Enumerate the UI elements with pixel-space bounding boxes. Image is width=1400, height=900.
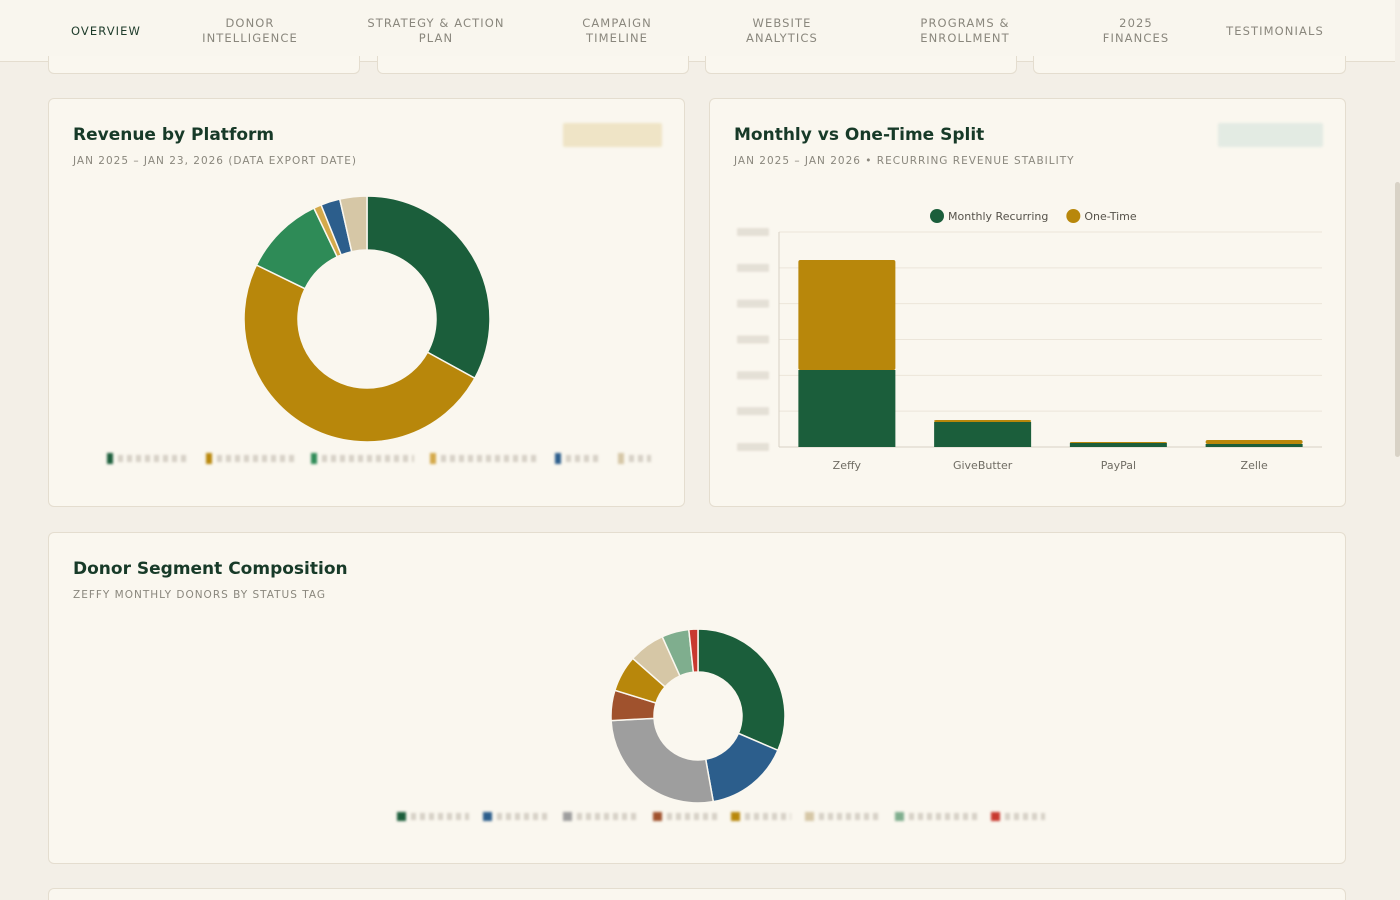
card-title: Monthly vs One-Time Split [734,125,985,145]
y-tick-label [737,371,769,380]
total-badge [563,123,662,147]
legend-item [618,453,651,464]
revenue-slice-0[interactable] [366,195,491,380]
card-subtitle: JAN 2025 – JAN 23, 2026 (DATA EXPORT DAT… [73,155,357,167]
legend-item [653,812,717,821]
revenue-slice-1[interactable] [243,263,476,443]
legend-item [555,453,602,464]
split-bar-chart: Zeffy GiveButter PayPal Zelle Monthly Recurr… [737,209,1322,472]
card-stub [48,56,360,74]
legend-item [731,812,791,821]
legend-swatch [930,209,944,223]
x-tick-label: GiveButter [953,459,1013,472]
y-tick-label [737,335,769,344]
legend-item [430,453,539,464]
y-tick-label [737,263,769,272]
tab-bar: OVERVIEW DONOR INTELLIGENCE STRATEGY & A… [0,0,1395,62]
card-subtitle: ZEFFY MONTHLY DONORS BY STATUS TAG [73,589,326,601]
legend-item [805,812,881,821]
bar-paypal-monthly[interactable] [1069,443,1167,447]
x-tick-label: Zelle [1241,459,1268,472]
y-tick-label [737,443,769,451]
legend-item [311,453,414,464]
card-subtitle: JAN 2025 – JAN 2026 • RECURRING REVENUE … [734,155,1075,167]
next-card [48,888,1346,900]
revenue-by-platform-card: Revenue by Platform JAN 2025 – JAN 23, 2… [48,98,685,507]
bar-givebutter-onetime[interactable] [934,420,1032,422]
legend-swatch [1066,209,1081,223]
donor-segment-card: Donor Segment Composition ZEFFY MONTHLY … [48,532,1346,864]
legend-item [107,453,190,464]
y-tick-label [737,299,769,308]
segment-donut-chart [610,628,786,804]
revenue-slice-5[interactable] [338,195,368,253]
legend-item [483,812,549,821]
tab-2025-finances[interactable]: 2025 FINANCES [1102,16,1170,45]
legend-label: One-Time [1084,210,1137,223]
x-tick-label: PayPal [1101,459,1136,472]
bar-zeffy-monthly[interactable] [798,370,896,447]
monthly-vs-onetime-card: Monthly vs One-Time Split JAN 2025 – JAN… [709,98,1346,507]
legend-label: Monthly Recurring [948,210,1048,223]
bar-zelle-monthly[interactable] [1205,444,1303,447]
card-stub [377,56,689,74]
revenue-donut-chart [243,195,491,443]
total-badge [1218,123,1323,147]
chart-legend [397,812,1045,821]
x-tick-label: Zeffy [833,459,862,472]
legend-item [895,812,977,821]
card-title: Revenue by Platform [73,125,275,145]
legend-item [206,453,295,464]
card-title: Donor Segment Composition [73,559,348,579]
legend-item [563,812,639,821]
tab-donor-intelligence[interactable]: DONOR INTELLIGENCE [202,16,298,45]
bar-zeffy-onetime[interactable] [798,260,896,370]
tab-testimonials[interactable]: TESTIMONIALS [1226,23,1324,38]
scrollbar-thumb[interactable] [1395,182,1400,457]
y-tick-label [737,407,769,416]
segment-slice-2[interactable] [610,717,715,804]
tab-strategy-action-plan[interactable]: STRATEGY & ACTION PLAN [367,16,505,45]
legend-item [991,812,1045,821]
tab-website-analytics[interactable]: WEBSITE ANALYTICS [746,16,818,45]
segment-slice-0[interactable] [697,628,786,752]
tab-campaign-timeline[interactable]: CAMPAIGN TIMELINE [582,16,652,45]
chart-legend [107,453,651,464]
legend-item [397,812,469,821]
bar-paypal-onetime[interactable] [1069,442,1167,443]
card-stub [705,56,1017,74]
tab-overview[interactable]: OVERVIEW [48,0,164,62]
bar-zelle-onetime[interactable] [1205,440,1303,444]
segment-slice-7[interactable] [687,628,699,674]
card-stub [1033,56,1346,74]
bar-givebutter-monthly[interactable] [934,422,1032,447]
y-tick-label [737,228,769,236]
tab-programs-enrollment[interactable]: PROGRAMS & ENROLLMENT [920,16,1010,45]
